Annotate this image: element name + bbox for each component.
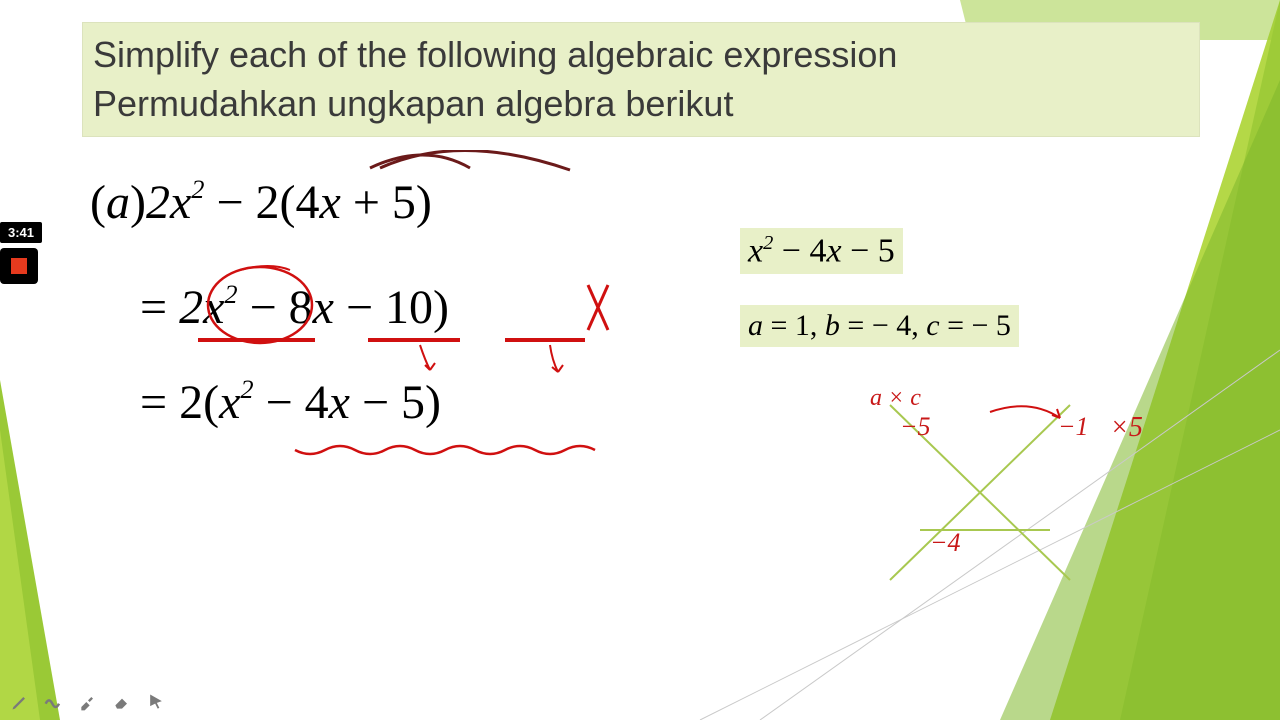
hand-axc: a × c — [870, 385, 921, 412]
equation-problem: ((a)a)2x2 − 2(4x + 5) — [90, 175, 432, 230]
hand-neg4: −4 — [930, 528, 961, 558]
hand-x5: ×5 — [1110, 412, 1143, 444]
highlighter-icon[interactable] — [78, 692, 98, 712]
cursor-icon[interactable] — [146, 692, 166, 712]
side-coefficients: a = 1, b = − 4, c = − 5 — [740, 305, 1019, 347]
side-expression: x2 − 4x − 5 — [740, 228, 903, 274]
pen-icon[interactable] — [10, 692, 30, 712]
instruction-panel: Simplify each of the following algebraic… — [82, 22, 1200, 137]
hand-neg5: −5 — [900, 412, 931, 442]
stop-record-button[interactable] — [0, 248, 38, 284]
recorder-time: 3:41 — [0, 222, 42, 243]
equation-step2: = 2(x2 − 4x − 5) — [140, 375, 441, 430]
instruction-english: Simplify each of the following algebraic… — [93, 31, 1189, 80]
recorder-widget: 3:41 — [0, 222, 42, 284]
annotation-layer — [90, 150, 1280, 720]
workspace: ((a)a)2x2 − 2(4x + 5) = 2x2 − 8x − 10) =… — [90, 150, 1240, 680]
equation-step1: = 2x2 − 8x − 10) — [140, 280, 449, 335]
eraser-icon[interactable] — [112, 692, 132, 712]
stop-icon — [11, 258, 27, 274]
instruction-malay: Permudahkan ungkapan algebra berikut — [93, 80, 1189, 129]
hand-neg1: −1 — [1058, 412, 1089, 442]
drawing-toolbar — [10, 692, 166, 712]
wave-icon[interactable] — [44, 692, 64, 712]
